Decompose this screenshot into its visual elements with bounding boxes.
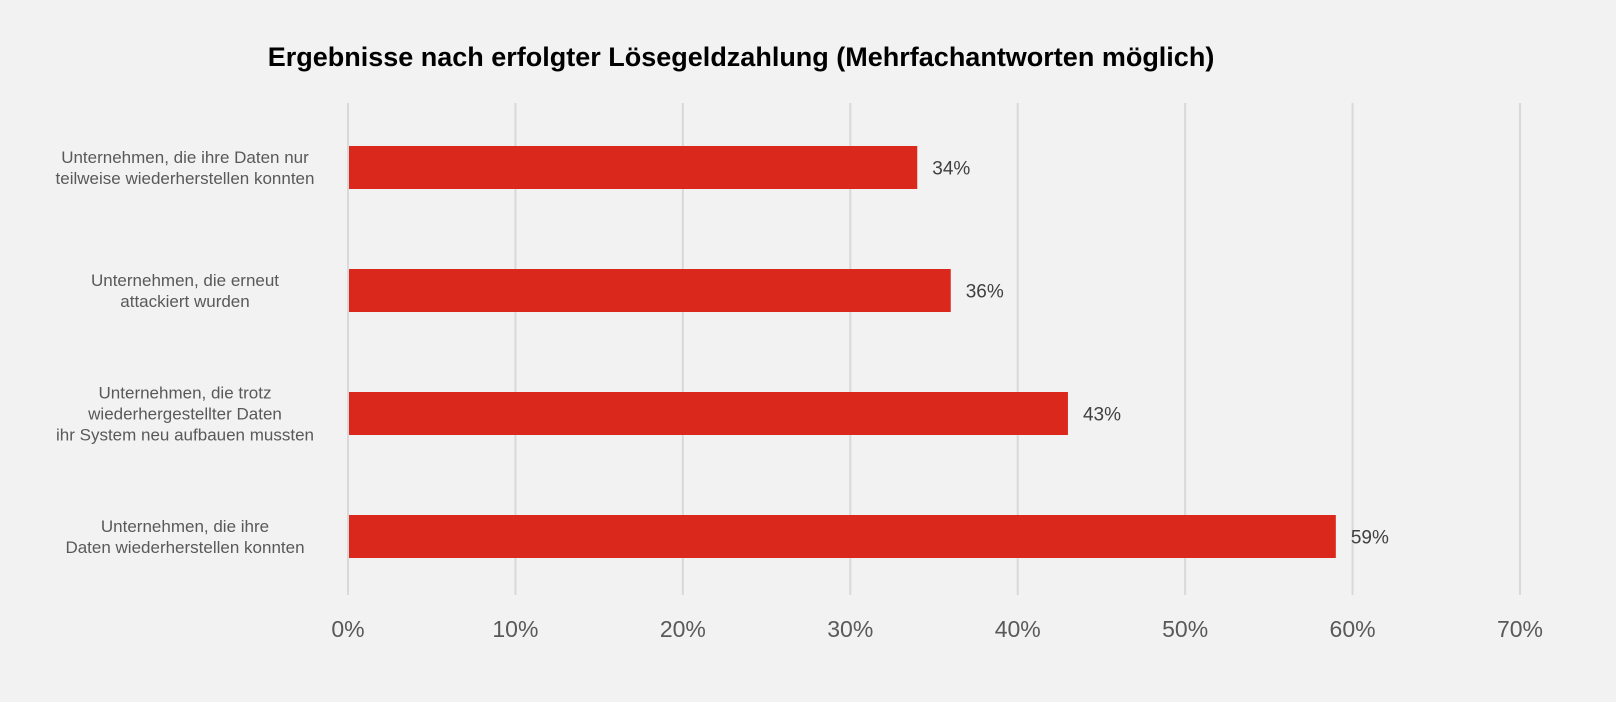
category-label: Unternehmen, die ihre Daten nur teilweise…	[56, 148, 315, 188]
x-tick-label: 30%	[827, 616, 873, 642]
bar	[349, 146, 918, 189]
x-tick-label: 20%	[660, 616, 706, 642]
category-label: Unternehmen, die ihre Daten wiederherstel…	[65, 517, 304, 557]
bar	[349, 515, 1336, 558]
bar	[349, 269, 951, 312]
x-axis-ticks: 0% 10% 20% 30% 40% 50% 60% 70%	[331, 616, 1543, 642]
data-label: 59%	[1351, 528, 1389, 549]
x-tick-label: 70%	[1497, 616, 1543, 642]
bars: 34% 36% 43% 59%	[349, 146, 1389, 558]
x-tick-label: 0%	[331, 616, 364, 642]
x-tick-label: 50%	[1162, 616, 1208, 642]
data-label: 43%	[1083, 405, 1121, 426]
category-label: Unternehmen, die trotz wiederhergestellte…	[56, 384, 314, 445]
bar	[349, 392, 1068, 435]
chart-title: Ergebnisse nach erfolgter Lösegeldzahlun…	[268, 42, 1215, 72]
x-tick-label: 40%	[995, 616, 1041, 642]
data-label: 34%	[932, 159, 970, 180]
x-tick-label: 10%	[492, 616, 538, 642]
category-label: Unternehmen, die erneut attackiert wurden	[91, 271, 279, 311]
category-labels: Unternehmen, die ihre Daten nur teilweise…	[56, 148, 315, 557]
x-tick-label: 60%	[1330, 616, 1376, 642]
data-label: 36%	[966, 282, 1004, 303]
